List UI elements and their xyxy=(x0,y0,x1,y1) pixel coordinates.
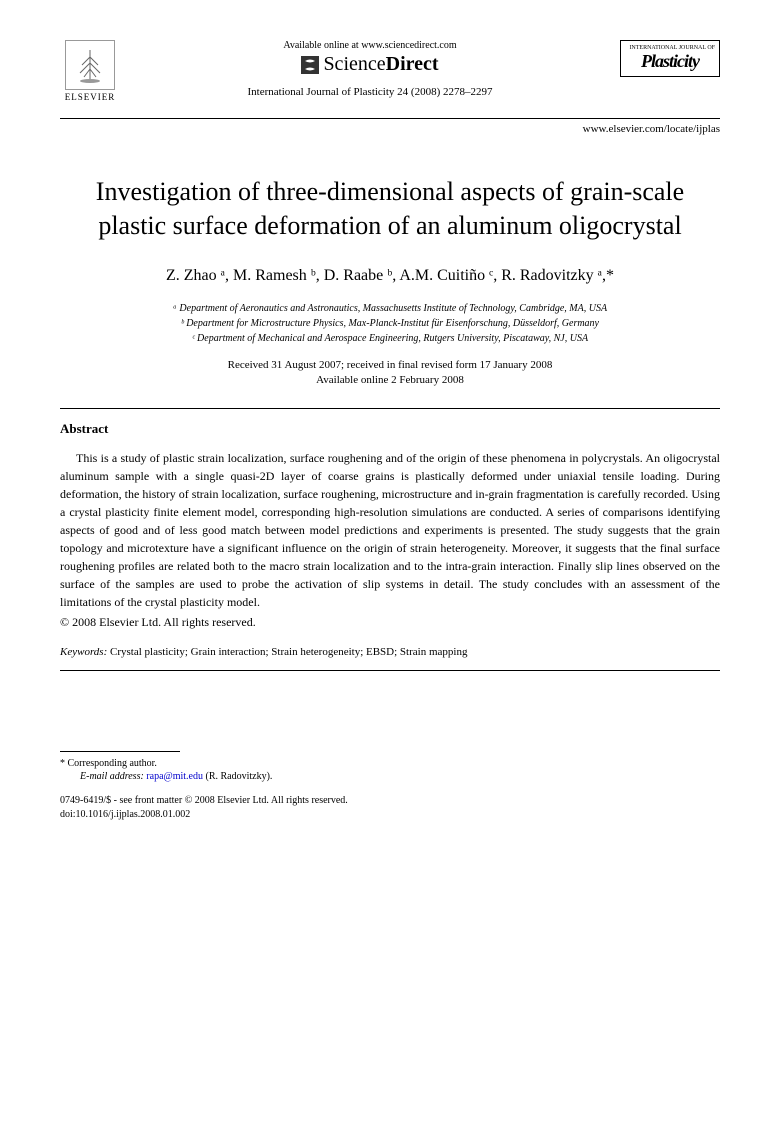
plasticity-journal-logo: INTERNATIONAL JOURNAL OF Plasticity xyxy=(620,40,720,77)
available-date: Available online 2 February 2008 xyxy=(60,373,720,388)
sd-suffix: Direct xyxy=(386,53,439,75)
header-row: ELSEVIER Available online at www.science… xyxy=(60,40,720,110)
journal-reference: International Journal of Plasticity 24 (… xyxy=(140,86,600,98)
footer-info: 0749-6419/$ - see front matter © 2008 El… xyxy=(60,794,720,822)
abstract-top-divider xyxy=(60,408,720,409)
sd-prefix: Science xyxy=(323,53,385,75)
locate-url[interactable]: www.elsevier.com/locate/ijplas xyxy=(60,123,720,135)
abstract-body: This is a study of plastic strain locali… xyxy=(60,449,720,611)
abstract-bottom-divider xyxy=(60,670,720,671)
keywords-label: Keywords: xyxy=(60,646,107,658)
elsevier-logo: ELSEVIER xyxy=(60,40,120,110)
elsevier-label: ELSEVIER xyxy=(65,92,116,102)
science-direct-icon xyxy=(301,56,319,74)
affiliation-c: ᶜ Department of Mechanical and Aerospace… xyxy=(60,331,720,346)
center-header: Available online at www.sciencedirect.co… xyxy=(120,40,620,98)
received-date: Received 31 August 2007; received in fin… xyxy=(60,358,720,373)
email-line: E-mail address: rapa@mit.edu (R. Radovit… xyxy=(80,771,720,782)
header-divider xyxy=(60,118,720,119)
email-address[interactable]: rapa@mit.edu xyxy=(146,771,203,782)
publication-dates: Received 31 August 2007; received in fin… xyxy=(60,358,720,389)
available-online-text: Available online at www.sciencedirect.co… xyxy=(140,40,600,51)
copyright-text: © 2008 Elsevier Ltd. All rights reserved… xyxy=(60,615,720,630)
affiliation-b: ᵇ Department for Microstructure Physics,… xyxy=(60,316,720,331)
affiliation-a: ᵃ Department of Aeronautics and Astronau… xyxy=(60,301,720,316)
science-direct-logo: ScienceDirect xyxy=(140,53,600,76)
science-direct-text: ScienceDirect xyxy=(323,53,438,76)
keywords-text: Crystal plasticity; Grain interaction; S… xyxy=(107,646,467,658)
footer-divider xyxy=(60,751,180,752)
corresponding-author: * Corresponding author. xyxy=(60,758,720,769)
authors-list: Z. Zhao ᵃ, M. Ramesh ᵇ, D. Raabe ᵇ, A.M.… xyxy=(60,267,720,285)
issn-line: 0749-6419/$ - see front matter © 2008 El… xyxy=(60,794,720,808)
doi-line: doi:10.1016/j.ijplas.2008.01.002 xyxy=(60,808,720,822)
email-author: (R. Radovitzky). xyxy=(203,771,272,782)
email-label: E-mail address: xyxy=(80,771,144,782)
article-title: Investigation of three-dimensional aspec… xyxy=(60,175,720,243)
affiliations: ᵃ Department of Aeronautics and Astronau… xyxy=(60,301,720,346)
plasticity-main-text: Plasticity xyxy=(625,51,715,72)
abstract-heading: Abstract xyxy=(60,421,720,437)
elsevier-tree-icon xyxy=(65,40,115,90)
keywords-line: Keywords: Crystal plasticity; Grain inte… xyxy=(60,646,720,658)
